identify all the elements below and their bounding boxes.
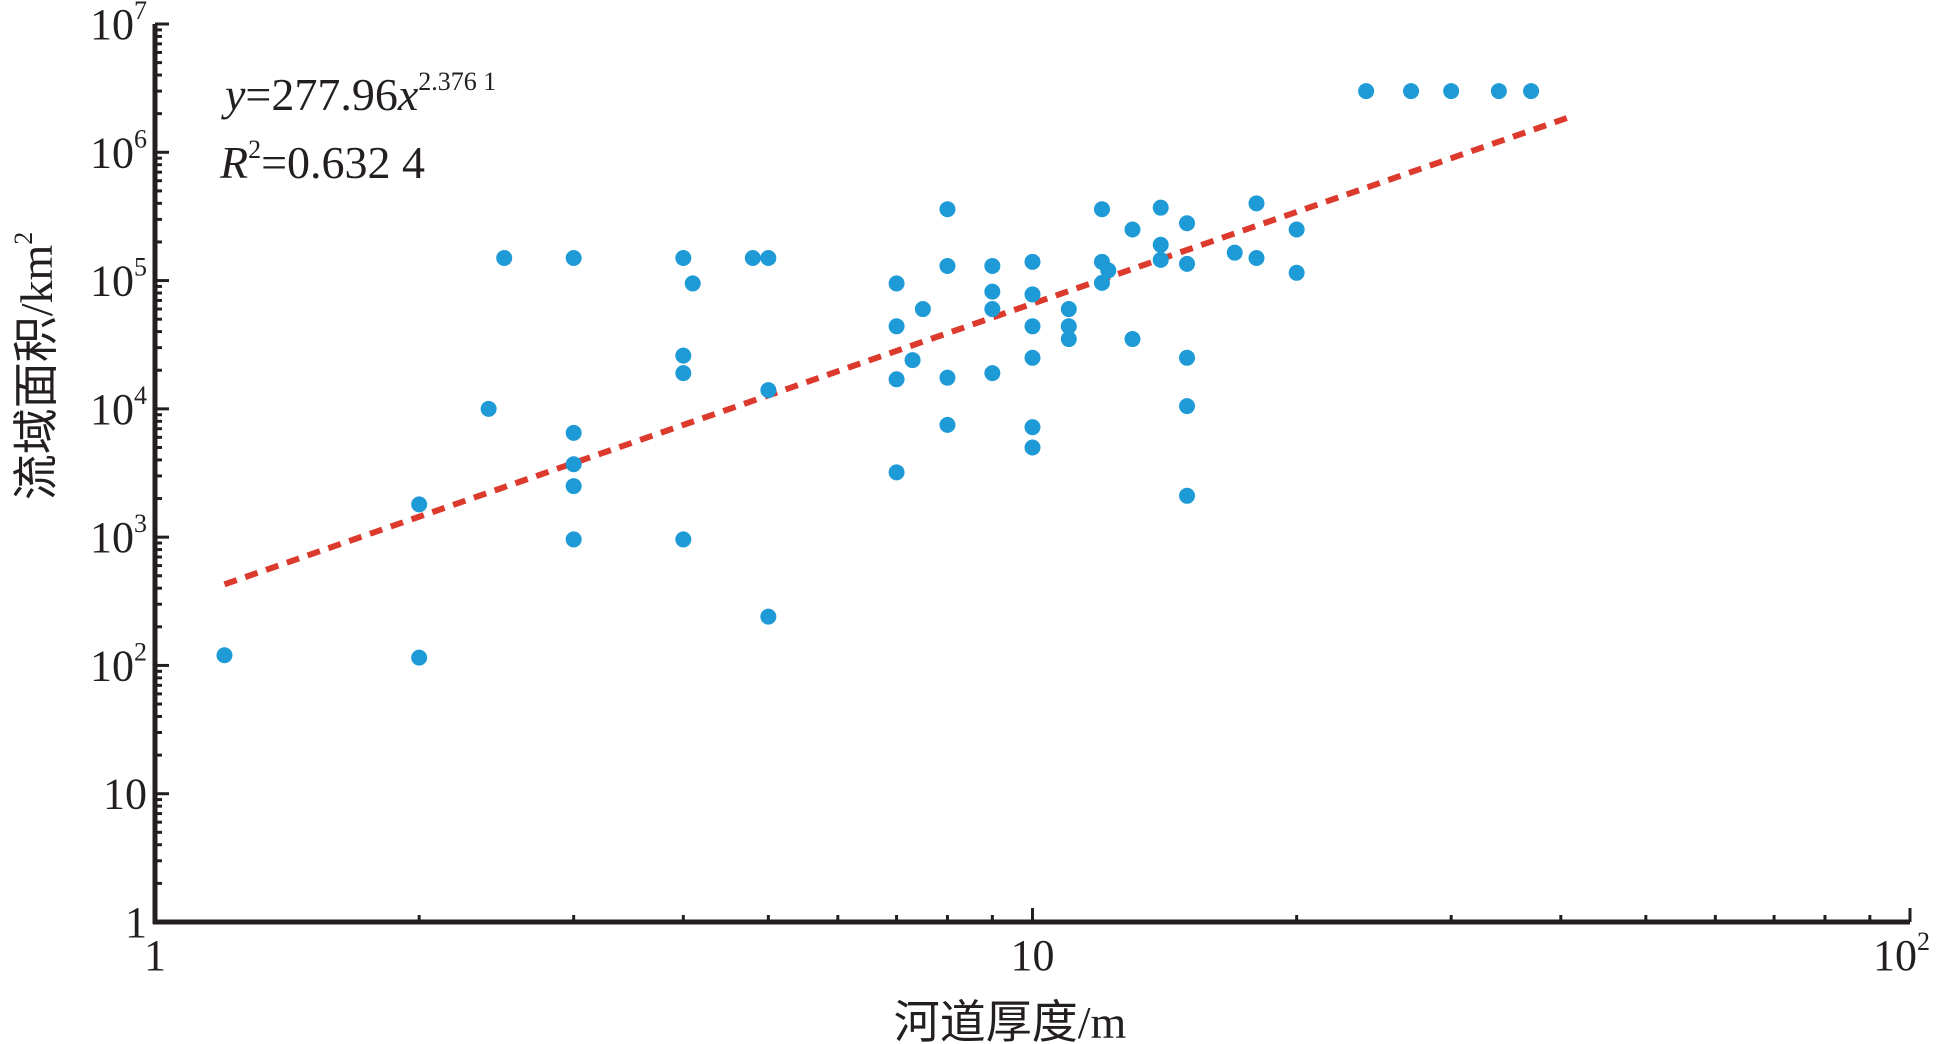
data-point: [760, 249, 777, 266]
fit-line-layer: [223, 114, 1572, 588]
data-point: [496, 249, 513, 266]
data-point: [984, 365, 1001, 382]
data-point: [1490, 83, 1507, 100]
data-point: [1093, 201, 1110, 218]
y-tick-label: 102: [90, 637, 147, 690]
data-point: [1358, 83, 1375, 100]
data-point: [1060, 318, 1077, 335]
data-point: [760, 608, 777, 625]
data-point: [1100, 262, 1117, 279]
data-point: [939, 201, 956, 218]
data-point: [1179, 215, 1196, 232]
data-point: [1248, 249, 1265, 266]
data-point: [760, 382, 777, 399]
data-point: [1024, 349, 1041, 366]
data-point: [565, 424, 582, 441]
data-point: [1179, 255, 1196, 272]
data-point: [888, 464, 905, 481]
data-point: [1288, 264, 1305, 281]
data-point: [1152, 199, 1169, 216]
data-point: [675, 531, 692, 548]
data-point: [675, 365, 692, 382]
data-point: [411, 496, 428, 513]
data-point: [1152, 236, 1169, 253]
data-point: [939, 257, 956, 274]
tick-labels-layer: 1 10 102 103 104 105 106 107 1 10 102: [90, 0, 1930, 980]
data-point: [1179, 487, 1196, 504]
data-point: [480, 400, 497, 417]
data-point: [1024, 286, 1041, 303]
data-point: [684, 275, 701, 292]
data-point: [1060, 331, 1077, 348]
data-point: [411, 649, 428, 666]
data-point: [675, 347, 692, 364]
y-tick-label: 106: [90, 124, 147, 177]
data-point: [1403, 83, 1420, 100]
data-point: [914, 301, 931, 318]
data-point: [1024, 318, 1041, 335]
data-point: [1179, 349, 1196, 366]
data-point: [565, 478, 582, 495]
svg-text:流域面积/km2: 流域面积/km2: [9, 232, 62, 501]
y-tick-label: 105: [90, 253, 147, 306]
data-point: [1288, 221, 1305, 238]
data-point: [216, 647, 233, 664]
data-point: [939, 369, 956, 386]
data-point: [1024, 439, 1041, 456]
y-tick-label: 10: [103, 770, 147, 819]
data-point: [1093, 274, 1110, 291]
x-tick-label: 102: [1873, 927, 1930, 980]
data-point: [1124, 331, 1141, 348]
data-point: [1523, 83, 1540, 100]
data-point: [888, 275, 905, 292]
fit-equation: y=277.96x2.376 1: [221, 67, 496, 120]
x-axis-title: 河道厚度/m: [894, 997, 1127, 1044]
data-point: [1124, 221, 1141, 238]
data-point: [984, 301, 1001, 318]
x-tick-label: 1: [144, 931, 166, 980]
data-point: [1152, 251, 1169, 268]
data-point: [939, 416, 956, 433]
data-point: [984, 283, 1001, 300]
data-point: [1443, 83, 1460, 100]
data-point: [1024, 253, 1041, 270]
data-point: [888, 318, 905, 335]
data-points-layer: [216, 83, 1540, 666]
y-tick-label: 107: [90, 0, 147, 49]
data-point: [1024, 419, 1041, 436]
data-point: [888, 371, 905, 388]
data-point: [1060, 301, 1077, 318]
data-point: [1179, 398, 1196, 415]
y-tick-label: 104: [90, 381, 147, 434]
y-tick-label: 1: [125, 898, 147, 947]
data-point: [904, 352, 921, 369]
data-point: [1226, 244, 1243, 261]
y-tick-label: 103: [90, 509, 147, 562]
data-point: [1248, 195, 1265, 212]
data-point: [565, 456, 582, 473]
axes-layer: [152, 22, 1912, 925]
y-axis-title: 流域面积/km2: [9, 232, 62, 501]
x-tick-label: 10: [1011, 931, 1055, 980]
data-point: [984, 257, 1001, 274]
power-fit-line: [223, 114, 1572, 588]
data-point: [565, 531, 582, 548]
r-squared-label: R2=0.632 4: [219, 135, 425, 188]
data-point: [675, 249, 692, 266]
data-point: [565, 249, 582, 266]
data-point: [744, 249, 761, 266]
